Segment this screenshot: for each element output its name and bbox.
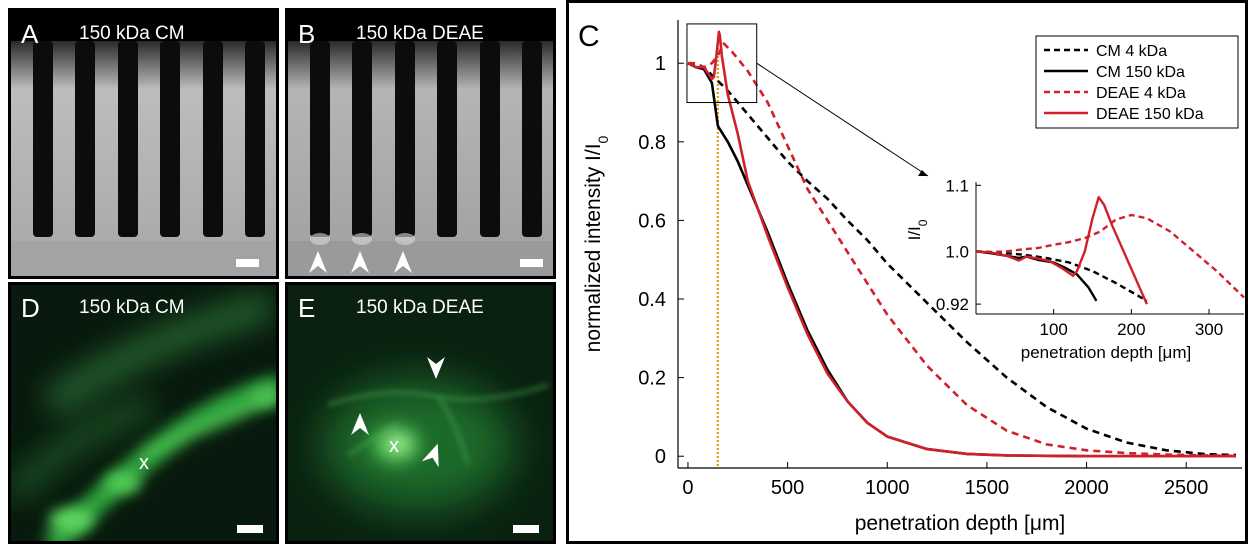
legend: CM 4 kDa CM 150 kDa DEAE 4 kDa DEAE 150 kDa [1035,35,1239,129]
x-axis-label: penetration depth [μm] [855,512,1066,535]
y-tick-label: 0.6 [638,210,666,232]
y-axis-label-subscript: 0 [595,135,611,143]
panel-e: E 150 kDa DEAE x [285,282,556,544]
inset-series-line-deae-4-kda [975,213,1245,299]
inset-y-tick-label: 1.0 [945,242,969,261]
panel-letter: D [21,293,40,323]
panel-title: 150 kDa DEAE [356,297,484,318]
arrowhead-icon [427,357,445,379]
panel-title: 150 kDa DEAE [356,23,484,44]
scale-bar [237,525,263,533]
arrowhead-icon [394,251,412,273]
panel-letter: C [578,20,600,53]
series-line-deae-150-kda [687,30,1236,458]
x-tick-label: 1000 [865,477,910,499]
fluorescence-image-d [11,285,276,541]
zoom-arrowhead-icon [918,170,928,176]
x-tick-label: 2000 [1064,477,1109,499]
scale-bar [520,259,543,267]
micrograph-a [11,11,276,276]
arrowhead-icon [421,443,439,468]
zoom-arrow [756,62,929,177]
scale-bar [236,259,259,267]
inset-y-axis-label: I/I0 [905,219,930,240]
micrograph-b [288,11,553,276]
x-tick-label: 2500 [1164,477,1209,499]
panel-b: B 150 kDa DEAE [285,8,556,279]
line-chart: C 0 500 1000 1500 2000 250000.20.40.60.81pene… [566,0,1248,544]
y-axis-label: normalized intensity I/I0 [582,135,611,352]
fluorescence-image-e [288,285,553,541]
inset-x-tick-label: 200 [1117,320,1145,339]
inset-y-axis-label-main: I/I [905,226,924,240]
inset-y-axis-label-subscript: 0 [916,219,930,226]
chart-panel-c: C 0 500 1000 1500 2000 2500 0 0.2 0.4 0.6 0.8 1 pene… [566,0,1248,544]
arrowhead-icon [351,413,369,435]
y-tick-label: 0 [655,446,666,468]
inset-y-tick-label: 1.1 [945,176,969,195]
inset-x-tick-label: 300 [1195,320,1223,339]
panel-title: 150 kDa CM [79,297,185,318]
cell-marker: x [389,435,399,457]
panel-letter: B [298,19,316,49]
y-tick-label: 0.4 [638,289,666,311]
arrowhead-icon [309,251,327,273]
x-tick-label: 0 [682,477,693,499]
arrowhead-icon [351,251,369,273]
panel-letter: A [21,19,39,49]
legend-entry-label: DEAE 4 kDa [1096,85,1186,102]
inset-series-line-cm-4-kda [975,250,1148,302]
x-tick-label: 1500 [965,477,1010,499]
legend-entry-label: DEAE 150 kDa [1096,106,1204,123]
panel-a: A 150 kDa CM [8,8,279,279]
panel-title: 150 kDa CM [79,23,185,44]
arrowheads [309,251,412,273]
legend-entry-label: CM 150 kDa [1096,64,1185,81]
inset-y-tick-label: 0.92 [936,295,969,314]
legend-entry-label: CM 4 kDa [1096,43,1167,60]
inset-x-tick-label: 100 [1039,320,1067,339]
y-tick-label: 0.2 [638,368,666,390]
scale-bar [513,525,539,533]
inset-plot: 100 200 300 0.92 1.0 1.1 penetration depth [μm… [905,176,1245,362]
inset-background [976,182,1244,314]
panel-letter: E [298,293,316,323]
y-tick-label: 0.8 [638,132,666,154]
y-tick-label: 1 [655,53,666,75]
panel-d: D 150 kDa CM x [8,282,279,544]
cell-marker: x [139,452,149,474]
zoom-box [686,23,758,104]
y-axis-label-main: normalized intensity I/I [582,143,605,352]
inset-series-line-deae-150-kda [975,196,1148,305]
x-tick-label: 500 [771,477,804,499]
inset-x-axis-label: penetration depth [μm] [1021,343,1191,362]
main-plot: 0 500 1000 1500 2000 250000.20.40.60.81penetr… [582,20,1242,535]
